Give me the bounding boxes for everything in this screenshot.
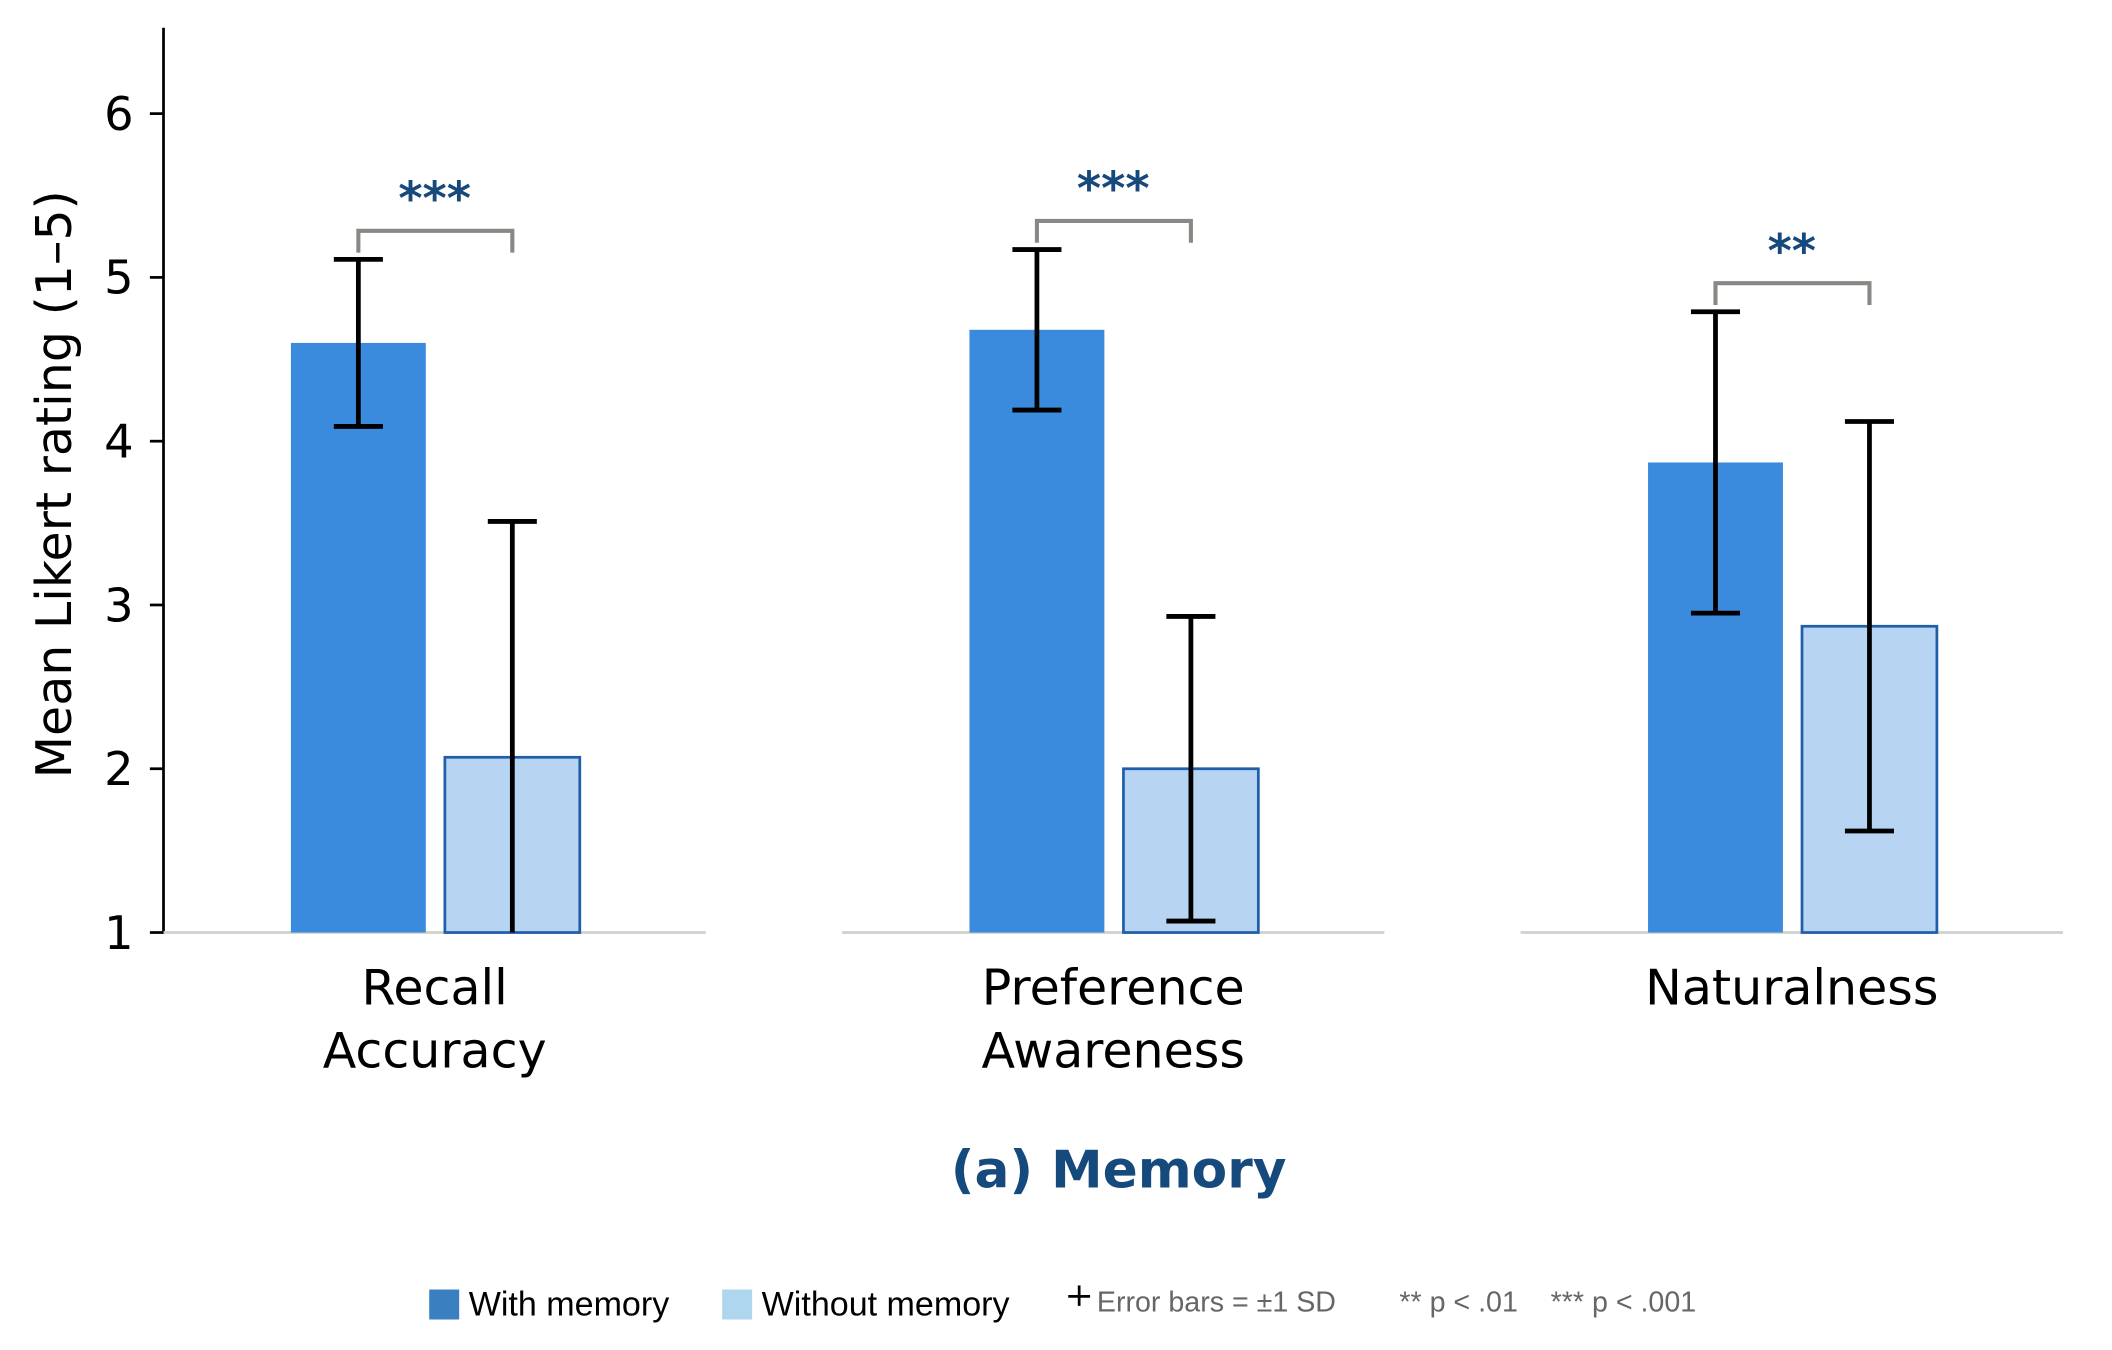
y-tick-label: 1 — [104, 906, 133, 960]
category-label: Awareness — [982, 1021, 1245, 1079]
error-bar — [487, 519, 537, 933]
legend-label-with-memory: With memory — [469, 1285, 670, 1323]
error-bar — [1844, 419, 1894, 834]
error-bar — [333, 256, 383, 429]
bar-with-memory — [290, 342, 426, 933]
y-tick-label: 6 — [104, 87, 133, 141]
legend-error-note: Error bars = ±1 SD — [1097, 1286, 1336, 1318]
y-tick-label: 3 — [104, 578, 133, 632]
significance-stars: *** — [1077, 162, 1150, 216]
legend-sig-note-2: *** p < .001 — [1551, 1286, 1697, 1318]
significance-bracket — [1034, 218, 1193, 243]
significance-stars: ** — [1768, 224, 1816, 278]
category-label: Recall — [361, 959, 507, 1017]
y-tick-label: 4 — [104, 415, 133, 469]
error-bar — [1690, 309, 1741, 616]
legend-swatch-without-memory — [722, 1289, 753, 1320]
legend: With memory Without memory Error bars = … — [429, 1285, 1696, 1323]
legend-label-without-memory: Without memory — [762, 1285, 1010, 1323]
significance-bracket — [1713, 281, 1872, 305]
category-label: Preference — [982, 959, 1245, 1017]
bar-with-memory — [969, 329, 1105, 933]
significance-bracket — [356, 228, 515, 253]
error-bar-icon — [1068, 1285, 1091, 1306]
y-tick-label: 2 — [104, 742, 133, 796]
error-bar — [1012, 247, 1062, 413]
category-label: Accuracy — [323, 1021, 547, 1079]
chart-title: (a) Memory — [951, 1140, 1287, 1200]
significance-stars: *** — [398, 171, 471, 225]
y-axis-label: Mean Likert rating (1–5) — [25, 190, 83, 778]
error-bar — [1166, 614, 1216, 924]
legend-sig-note-1: ** p < .01 — [1399, 1286, 1518, 1318]
y-tick-label: 5 — [104, 251, 133, 305]
category-label: Naturalness — [1645, 959, 1938, 1017]
legend-swatch-with-memory — [429, 1289, 460, 1320]
chart-marks: *** ***** — [290, 162, 1939, 934]
